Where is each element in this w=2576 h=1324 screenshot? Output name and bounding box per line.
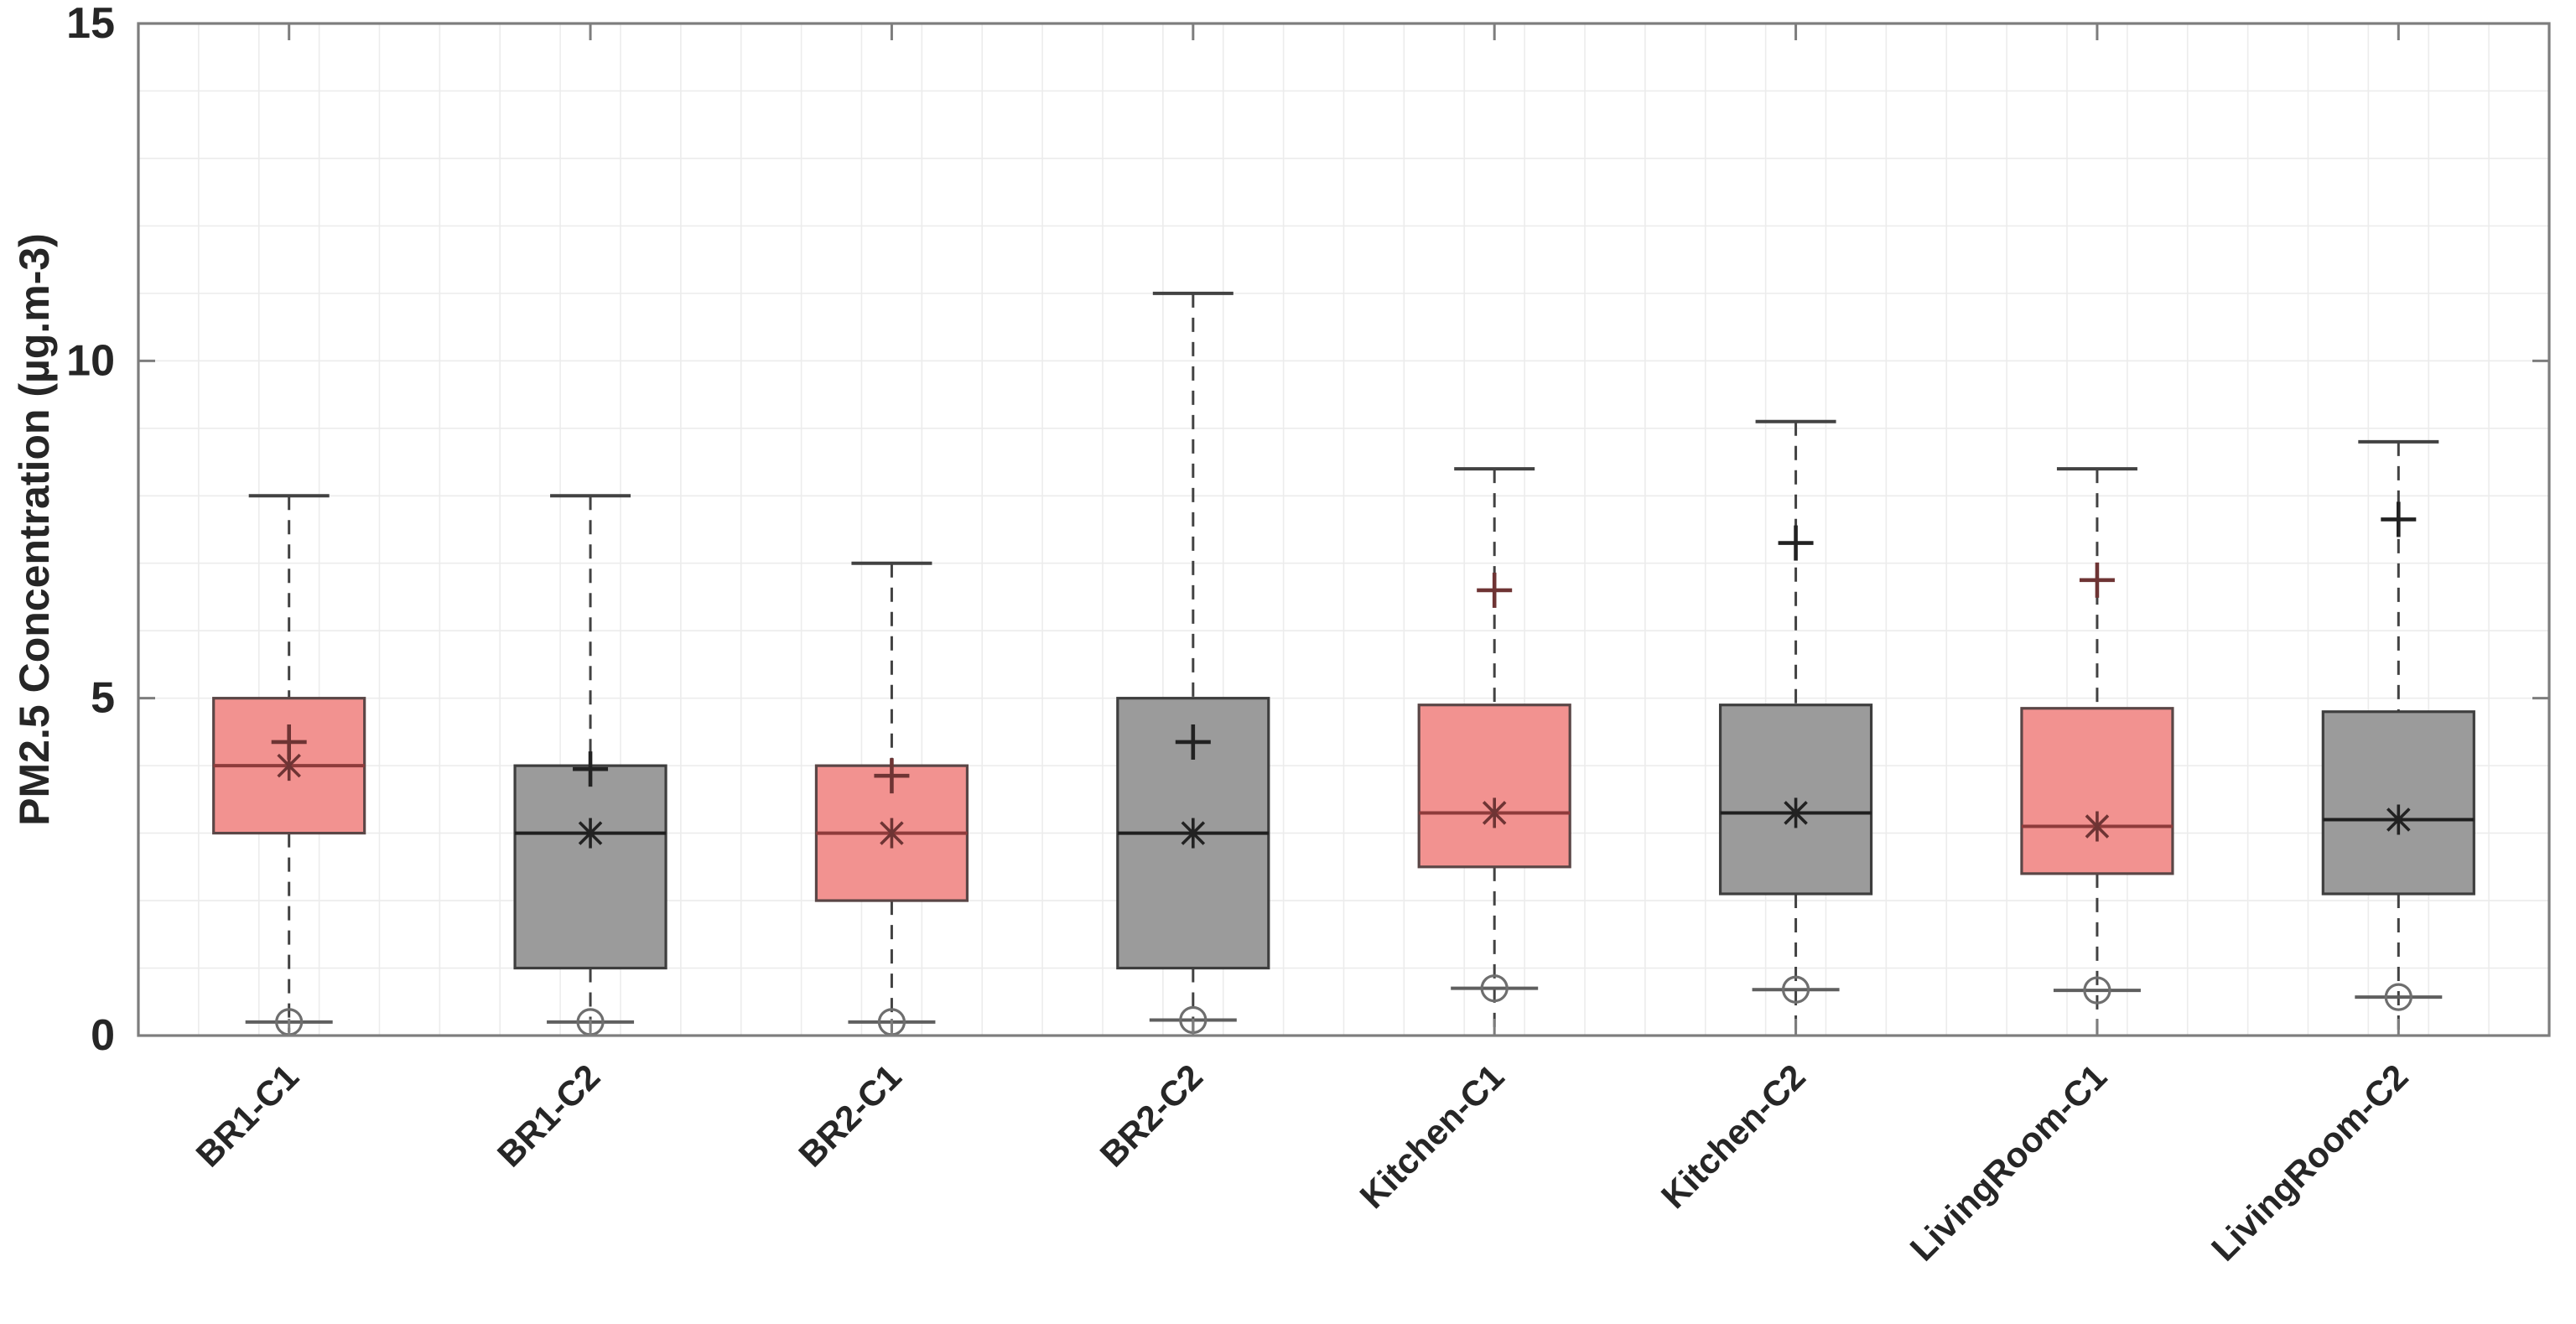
y-tick-label: 0 [91, 1011, 115, 1060]
plus-marker [2381, 501, 2417, 537]
star-marker [1784, 797, 1808, 828]
plus-marker [874, 758, 910, 794]
star-arm [578, 821, 603, 845]
iqr-box [2321, 710, 2475, 896]
star-arm [880, 821, 904, 845]
plus-marker [1778, 525, 1814, 561]
star-marker [2085, 811, 2110, 842]
box-Kitchen-C1 [1417, 467, 1571, 1032]
star-marker [1482, 797, 1507, 828]
star-arm [1784, 801, 1808, 825]
plus-marker [2079, 562, 2115, 598]
y-tick-label: 5 [91, 674, 115, 723]
y-axis-label: PM2.5 Concentration (µg.m-3) [11, 233, 58, 826]
star-arm [277, 753, 301, 778]
axis-ticks [138, 22, 2549, 1037]
box-BR1-C1 [212, 494, 366, 1036]
plus-marker [573, 751, 609, 787]
star-marker [277, 750, 301, 781]
star-marker [2386, 804, 2411, 835]
iqr-box [1417, 704, 1571, 869]
star-marker [880, 818, 904, 849]
plus-marker [1175, 724, 1211, 760]
star-marker [1181, 818, 1206, 849]
box-LivingRoom-C2 [2321, 439, 2475, 1034]
box-BR2-C2 [1116, 291, 1270, 1035]
iqr-box [2020, 707, 2174, 875]
star-arm [1181, 821, 1206, 845]
box-BR1-C2 [513, 494, 667, 1036]
plus-marker [1477, 572, 1513, 608]
y-tick-label: 15 [66, 0, 115, 48]
box-BR2-C1 [814, 561, 969, 1036]
outlier-circle [2083, 976, 2111, 1005]
plot-border [137, 22, 2551, 1037]
box-Kitchen-C2 [1718, 419, 1873, 1034]
gridlines [138, 23, 2549, 1036]
y-tick-label: 10 [66, 336, 115, 385]
star-arm [2085, 814, 2110, 839]
outlier-circle [1480, 974, 1509, 1003]
box-LivingRoom-C1 [2020, 467, 2174, 1034]
star-arm [1482, 801, 1507, 825]
outlier-circle [1781, 975, 1810, 1004]
star-marker [578, 818, 603, 849]
star-arm [2386, 807, 2411, 832]
outlier-circle [2384, 983, 2412, 1011]
iqr-box [513, 764, 667, 970]
